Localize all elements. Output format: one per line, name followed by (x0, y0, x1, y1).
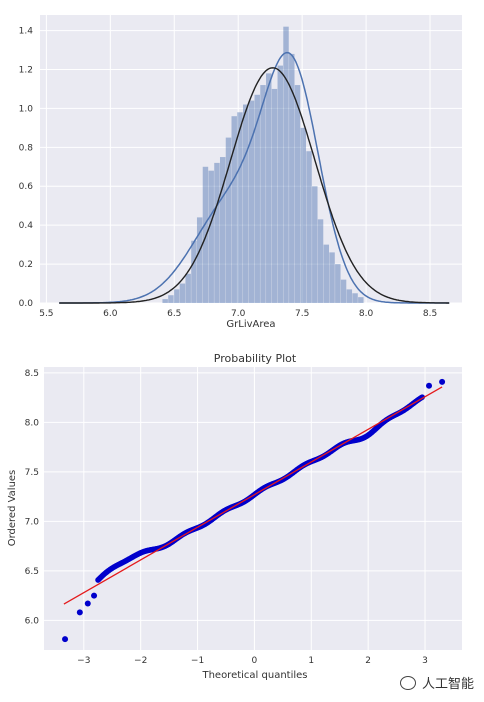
histogram-bar (248, 100, 255, 304)
probability-plot-chart: Probability Plot −3 −2 −1 0 1 2 3 6.0 6.5 7.0 7.5… (7, 352, 462, 681)
wechat-icon (399, 675, 416, 690)
x-tick-label: 2 (365, 656, 371, 666)
y-tick-label: 0.8 (19, 143, 34, 153)
histogram-bar (214, 162, 220, 303)
histogram-bar (289, 53, 295, 304)
histogram-bar (202, 166, 209, 303)
outlier-point (91, 592, 98, 599)
watermark-text: 人工智能 (421, 677, 474, 692)
histogram-bar (168, 295, 174, 303)
x-tick-label: 6.5 (167, 309, 181, 319)
outlier-point (426, 382, 433, 389)
histogram-bar (346, 289, 353, 303)
histogram-y-tick-labels: 0.0 0.2 0.4 0.6 0.8 1.0 1.2 1.4 (19, 27, 34, 309)
watermark: 人工智能 (399, 673, 474, 692)
histogram-bar (277, 65, 283, 303)
y-tick-label: 0.4 (19, 221, 34, 231)
histogram-bar (312, 186, 318, 303)
histogram-bar (294, 85, 301, 304)
histogram-chart: 5.5 6.0 6.5 7.0 7.5 8.0 8.5 0.0 0.2 0.4 0.6 0.8 1.0… (19, 15, 462, 330)
outlier-point (84, 600, 91, 607)
x-tick-label: 3 (422, 656, 428, 666)
histogram-bar (173, 289, 180, 303)
probability-plot-x-tick-labels: −3 −2 −1 0 1 2 3 (77, 656, 428, 666)
x-tick-label: 7.5 (295, 309, 309, 319)
x-tick-label: −3 (77, 656, 90, 666)
x-tick-label: −2 (134, 656, 147, 666)
y-tick-label: 7.0 (25, 517, 40, 527)
histogram-bar (266, 73, 272, 303)
x-tick-label: 7.0 (231, 309, 246, 319)
y-tick-label: 1.4 (19, 27, 34, 37)
y-tick-label: 6.5 (25, 567, 39, 577)
outlier-point (62, 636, 69, 643)
y-tick-label: 8.0 (25, 418, 40, 428)
probability-plot-area (44, 367, 462, 650)
histogram-bar (254, 94, 260, 303)
kde-curve (59, 51, 450, 304)
x-tick-label: 5.5 (39, 309, 53, 319)
histogram-bar (208, 170, 214, 303)
y-tick-label: 1.2 (19, 65, 33, 75)
x-tick-label: −1 (191, 656, 204, 666)
histogram-bar (243, 104, 249, 303)
histogram-bars (162, 26, 364, 304)
x-tick-label: 1 (308, 656, 314, 666)
fit-line (63, 386, 443, 605)
histogram-bar (237, 112, 243, 303)
outlier-point (76, 609, 83, 616)
histogram-x-tick-labels: 5.5 6.0 6.5 7.0 7.5 8.0 8.5 (39, 309, 437, 319)
probability-plot-x-axis-label: Theoretical quantiles (201, 670, 307, 681)
y-tick-label: 0.0 (19, 299, 34, 309)
x-tick-label: 0 (252, 656, 258, 666)
y-tick-label: 7.5 (25, 468, 39, 478)
y-tick-label: 6.0 (25, 616, 40, 626)
histogram-bar (329, 252, 335, 303)
probability-plot-gridlines (44, 367, 462, 650)
y-tick-label: 0.2 (19, 260, 33, 270)
histogram-bar (317, 219, 324, 303)
x-tick-label: 8.0 (359, 309, 374, 319)
histogram-bar (335, 264, 341, 303)
normal-fit-curve (59, 67, 450, 304)
histogram-bar (260, 85, 266, 304)
histogram-bar (179, 283, 186, 303)
histogram-bar (352, 293, 358, 303)
histogram-bar (283, 26, 289, 303)
x-tick-label: 8.5 (423, 309, 437, 319)
histogram-bar (323, 244, 330, 303)
probability-plot-title: Probability Plot (214, 352, 297, 365)
histogram-bar (225, 137, 232, 303)
outlier-point (439, 378, 446, 385)
y-tick-label: 0.6 (19, 182, 34, 192)
histogram-bar (306, 151, 312, 303)
histogram-bar (358, 297, 364, 303)
histogram-bar (271, 88, 278, 303)
histogram-bar (185, 273, 191, 303)
probability-plot-y-tick-labels: 6.0 6.5 7.0 7.5 8.0 8.5 (25, 369, 40, 626)
histogram-bar (340, 279, 347, 303)
x-tick-label: 6.0 (103, 309, 118, 319)
y-tick-label: 1.0 (19, 104, 34, 114)
probability-plot-y-axis-label: Ordered Values (7, 470, 18, 547)
histogram-bar (162, 299, 168, 303)
y-tick-label: 8.5 (25, 369, 39, 379)
histogram-bar (231, 116, 237, 304)
histogram-bar (196, 217, 203, 303)
histogram-bar (191, 240, 197, 303)
histogram-bar (300, 127, 307, 303)
histogram-bar (219, 157, 226, 303)
histogram-x-axis-label: GrLivArea (226, 319, 275, 330)
